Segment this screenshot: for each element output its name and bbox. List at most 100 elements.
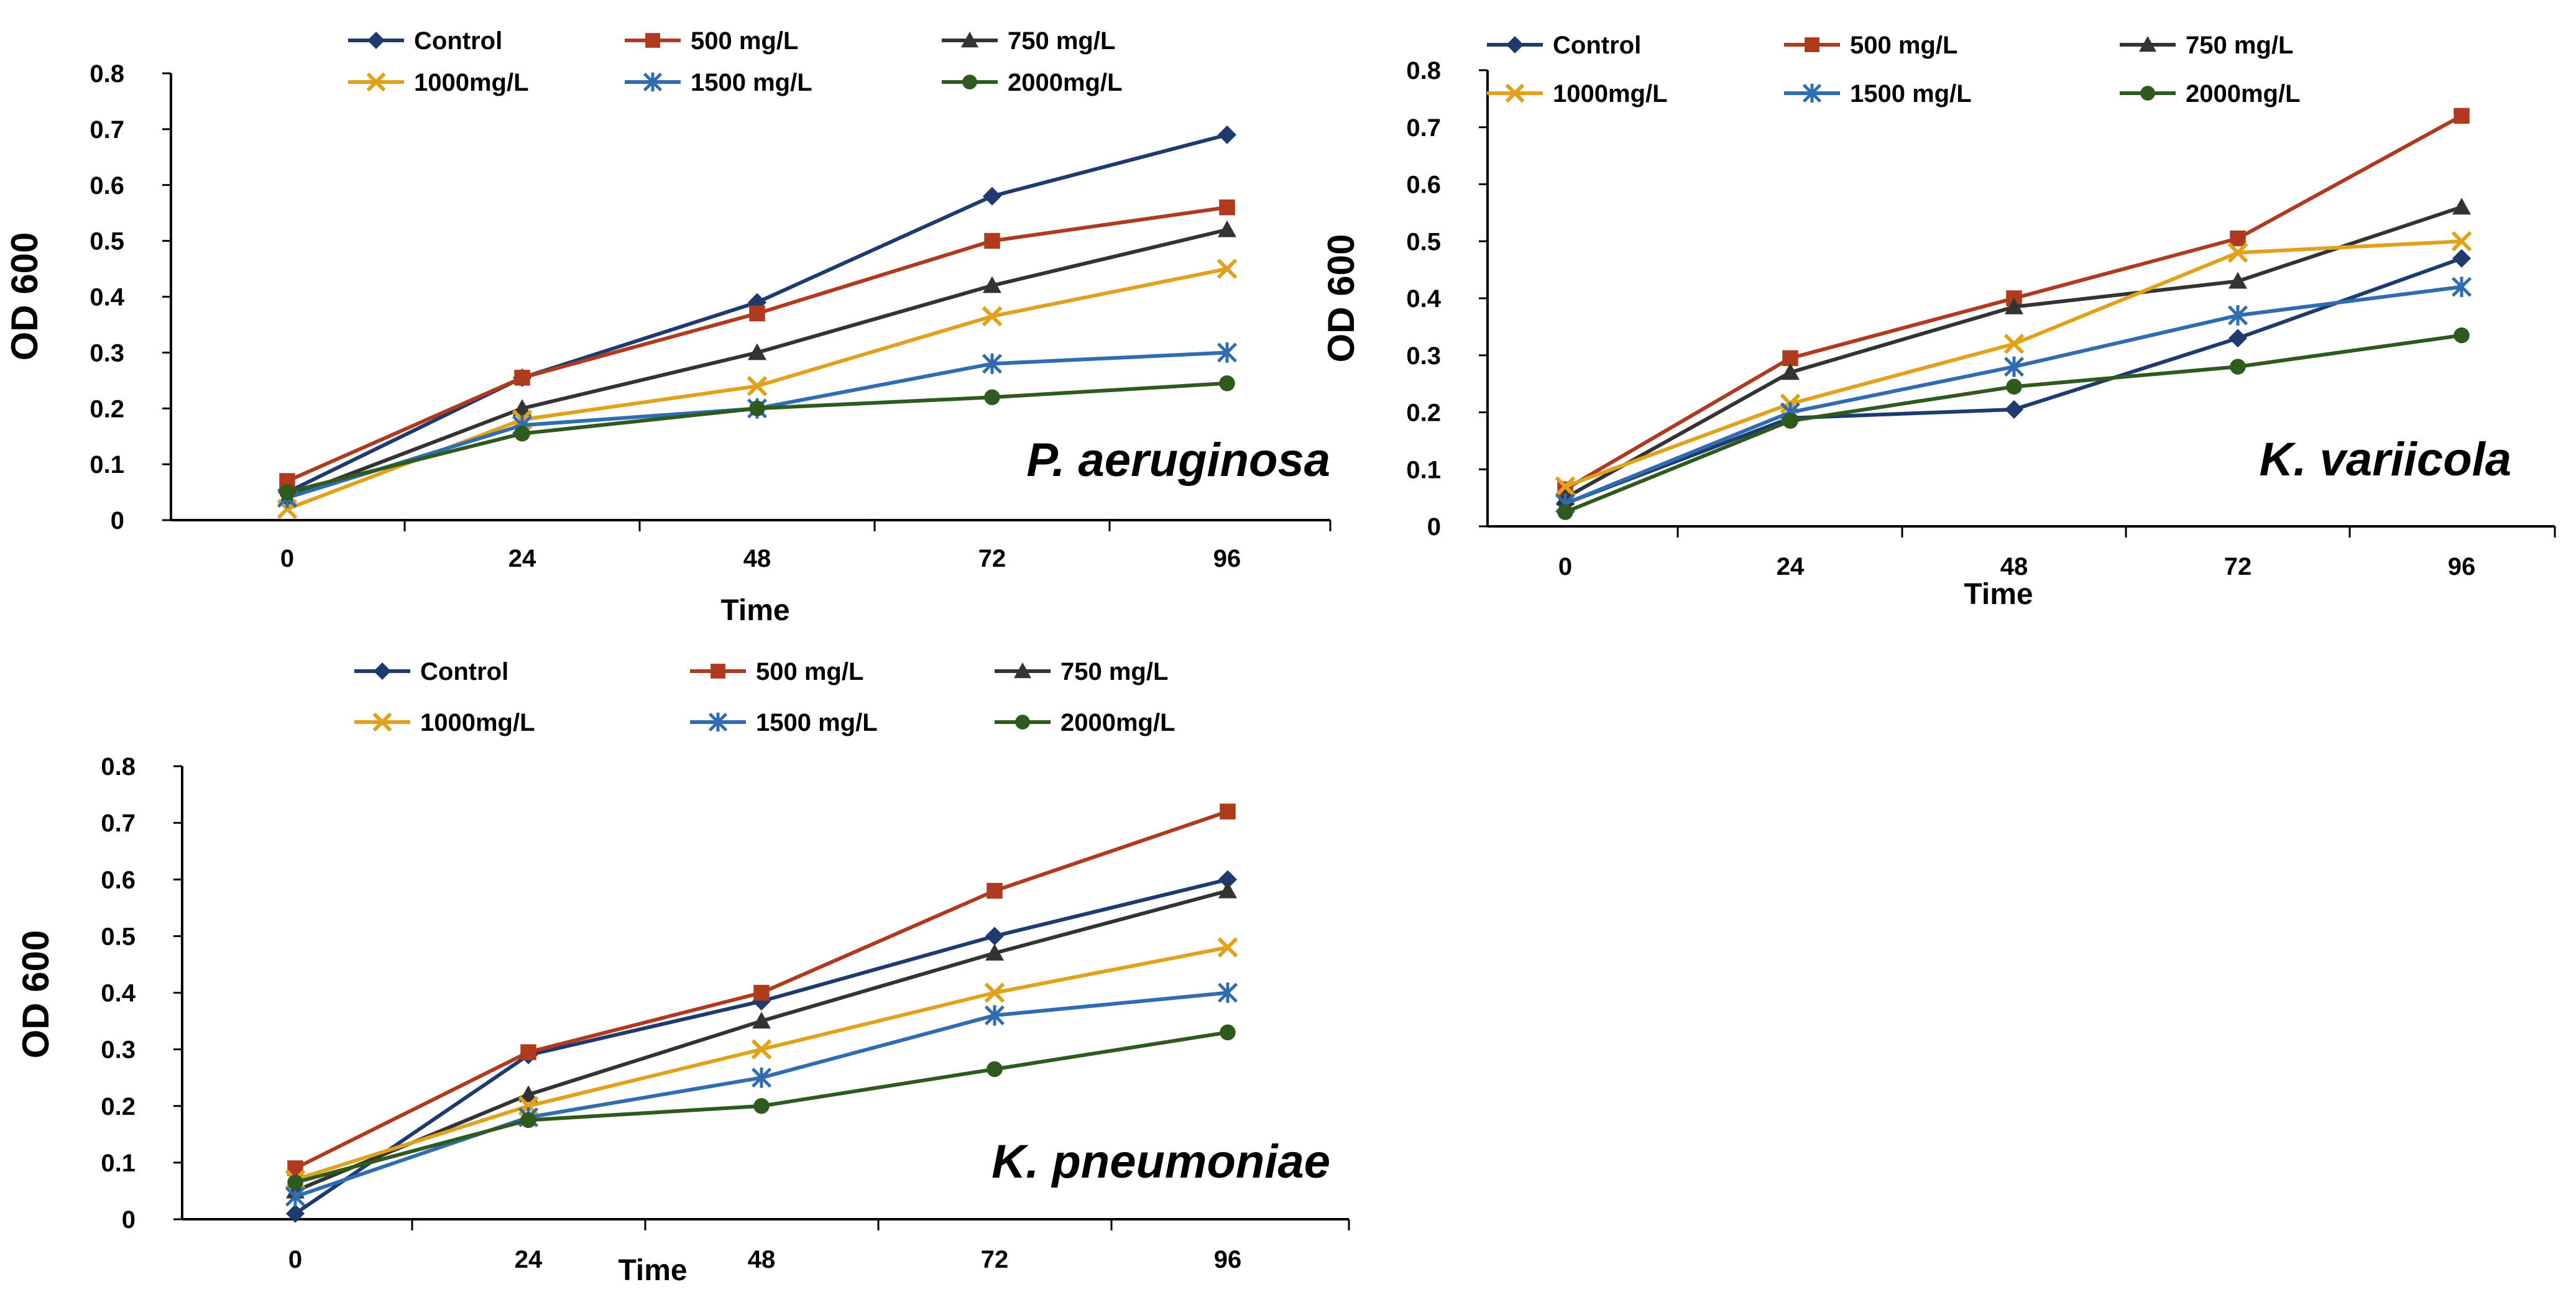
data-point bbox=[2451, 277, 2472, 298]
legend-item: Control bbox=[354, 658, 508, 685]
data-point bbox=[985, 943, 1004, 961]
data-point bbox=[2454, 327, 2470, 344]
y-tick-label: 0.3 bbox=[101, 1037, 136, 1064]
legend-item: Control bbox=[348, 27, 502, 55]
x-tick-label: 24 bbox=[508, 545, 536, 572]
legend-swatch-marker bbox=[2140, 86, 2155, 101]
data-point bbox=[286, 1204, 305, 1223]
data-point bbox=[2006, 378, 2022, 395]
data-point bbox=[985, 927, 1004, 946]
legend-item: 2000mg/L bbox=[995, 709, 1175, 736]
legend-swatch-marker bbox=[367, 32, 385, 49]
x-axis-title: Time bbox=[618, 1254, 687, 1287]
legend-swatch-marker bbox=[374, 662, 391, 680]
data-point bbox=[513, 399, 531, 416]
x-axis-title: Time bbox=[1964, 578, 2033, 611]
data-point bbox=[1217, 982, 1238, 1003]
legend-label: 500 mg/L bbox=[691, 27, 798, 55]
x-tick-label: 96 bbox=[1214, 1246, 1242, 1273]
data-point bbox=[752, 1012, 771, 1029]
series-2 bbox=[287, 804, 1236, 1176]
data-point bbox=[1218, 220, 1236, 237]
data-point bbox=[514, 425, 530, 442]
data-point bbox=[753, 984, 770, 1001]
legend-item: 750 mg/L bbox=[942, 27, 1115, 55]
legend-swatch-marker bbox=[711, 664, 725, 679]
legend-item: 1500 mg/L bbox=[690, 709, 878, 736]
legend-swatch-marker bbox=[962, 75, 977, 89]
legend-swatch-marker bbox=[1505, 83, 1525, 103]
data-point bbox=[984, 1005, 1005, 1026]
chart-2: 0 0.1 0.2 0.3 0.4 0.5 0.6 0.7 0.8 0 24 48 72 96 Time OD… bbox=[1320, 32, 2556, 611]
series-6 bbox=[287, 1024, 1236, 1191]
y-tick-label: 0.8 bbox=[1406, 57, 1441, 85]
data-point bbox=[520, 1112, 536, 1129]
legend-item: 2000mg/L bbox=[2120, 80, 2301, 108]
legend-swatch-marker bbox=[2139, 36, 2156, 52]
data-point bbox=[279, 484, 295, 500]
species-annotation: P. aeruginosa bbox=[1026, 434, 1330, 487]
y-axis-title: OD 600 bbox=[1320, 234, 1362, 363]
y-tick-label: 0.2 bbox=[1406, 400, 1441, 427]
data-point bbox=[287, 1174, 303, 1191]
legend-swatch-marker bbox=[1015, 715, 1030, 730]
legend-swatch-marker bbox=[366, 72, 386, 92]
legend-item: Control bbox=[1487, 32, 1641, 59]
data-point bbox=[1782, 413, 1798, 429]
y-tick-label: 0.7 bbox=[90, 116, 124, 144]
legend-item: 1000mg/L bbox=[348, 69, 529, 96]
y-tick-label: 0.7 bbox=[1406, 114, 1441, 142]
legend-label: Control bbox=[1553, 32, 1641, 59]
data-point bbox=[2227, 242, 2248, 263]
data-point bbox=[2005, 297, 2023, 314]
y-tick-label: 0 bbox=[1427, 513, 1441, 541]
legend-label: 1000mg/L bbox=[414, 69, 529, 96]
data-point bbox=[514, 370, 530, 386]
y-tick-label: 0.6 bbox=[90, 172, 124, 199]
legend: Control 500 mg/L 750 mg/L 1000mg/L 1500 mg/L… bbox=[354, 658, 1175, 736]
series-4 bbox=[1555, 231, 2472, 497]
data-point bbox=[2227, 305, 2248, 326]
data-point bbox=[2003, 334, 2025, 354]
data-point bbox=[519, 1085, 538, 1102]
legend-swatch-marker bbox=[1506, 36, 1524, 53]
x-tick-label: 48 bbox=[748, 1246, 776, 1273]
series-3 bbox=[1556, 198, 2471, 506]
legend-label: 750 mg/L bbox=[1008, 27, 1115, 55]
legend-swatch-marker bbox=[961, 32, 978, 48]
data-point bbox=[1218, 125, 1236, 144]
chart-1: 0 0.1 0.2 0.3 0.4 0.5 0.6 0.7 0.8 0 24 48 72 96 Time OD… bbox=[4, 27, 1332, 627]
legend-label: 500 mg/L bbox=[756, 658, 863, 685]
x-tick-label: 96 bbox=[2448, 553, 2476, 580]
legend: Control 500 mg/L 750 mg/L 1000mg/L 1500 mg/L… bbox=[348, 27, 1123, 96]
x-axis-title: Time bbox=[720, 594, 789, 627]
species-annotation: K. pneumoniae bbox=[991, 1135, 1330, 1188]
data-point bbox=[1220, 1024, 1236, 1041]
legend-label: 2000mg/L bbox=[1008, 69, 1123, 96]
data-point bbox=[982, 353, 1003, 374]
data-point bbox=[751, 1039, 772, 1060]
data-point bbox=[1218, 881, 1237, 899]
legend-swatch-marker bbox=[643, 72, 663, 92]
data-point bbox=[749, 400, 765, 416]
data-point bbox=[748, 343, 766, 360]
y-tick-label: 0.5 bbox=[1406, 228, 1441, 255]
series-5 bbox=[1555, 277, 2472, 514]
legend-label: 2000mg/L bbox=[1060, 709, 1175, 736]
data-point bbox=[982, 306, 1003, 327]
y-tick-label: 0.4 bbox=[90, 284, 124, 311]
data-point bbox=[753, 1098, 770, 1114]
y-tick-label: 0.4 bbox=[101, 980, 136, 1007]
data-point bbox=[1219, 375, 1235, 392]
legend-label: 1000mg/L bbox=[1553, 80, 1668, 108]
legend-label: 1500 mg/L bbox=[756, 709, 878, 736]
legend-swatch-marker bbox=[1802, 83, 1822, 103]
data-point bbox=[1555, 476, 1576, 497]
x-tick-label: 24 bbox=[515, 1246, 543, 1273]
legend: Control 500 mg/L 750 mg/L 1000mg/L 1500 mg/L… bbox=[1487, 32, 2301, 108]
legend-item: 1500 mg/L bbox=[625, 69, 812, 96]
y-tick-label: 0.5 bbox=[101, 923, 136, 950]
data-point bbox=[984, 982, 1005, 1003]
legend-label: 1000mg/L bbox=[420, 709, 535, 736]
legend-item: 500 mg/L bbox=[1784, 32, 1957, 59]
